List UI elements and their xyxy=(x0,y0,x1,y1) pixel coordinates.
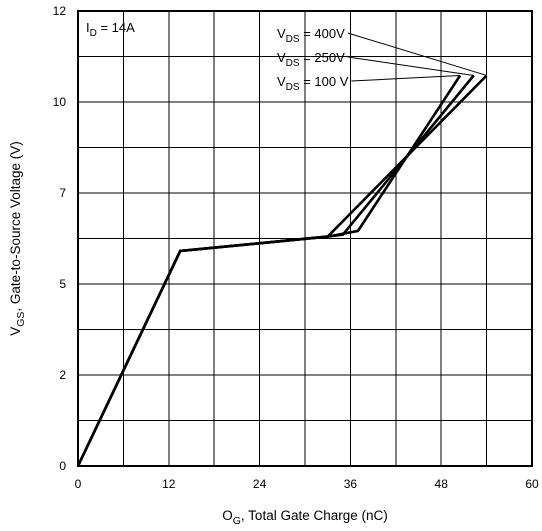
legend-entry-100v: VDS = 100 V xyxy=(277,74,349,93)
series-line-1 xyxy=(76,74,475,467)
y-tick-label: 2 xyxy=(59,368,66,382)
legend: VDS = 400V VDS = 250V VDS = 100 V xyxy=(277,26,349,93)
series-layer xyxy=(76,74,488,467)
x-tick-label: 36 xyxy=(344,477,358,491)
y-tick-label: 10 xyxy=(53,95,67,109)
x-tick-label: 60 xyxy=(525,477,539,491)
legend-leader-line xyxy=(347,56,474,76)
legend-entry-250v: VDS = 250V xyxy=(277,50,345,69)
x-tick-label: 48 xyxy=(435,477,449,491)
grid-lines xyxy=(78,11,532,466)
y-tick-label: 0 xyxy=(59,459,66,473)
y-tick-labels: 0 2 5 7 10 12 xyxy=(53,4,67,473)
legend-leader-lines xyxy=(347,32,487,82)
y-tick-label: 12 xyxy=(53,4,67,18)
legend-leader-line xyxy=(351,74,461,82)
x-tick-label: 24 xyxy=(253,477,267,491)
y-tick-label: 5 xyxy=(59,277,66,291)
x-tick-labels: 0 12 24 36 48 60 xyxy=(75,477,539,491)
series-line-2 xyxy=(76,74,462,467)
legend-leader-line xyxy=(347,32,487,76)
plot-frame xyxy=(77,10,533,467)
x-axis-label: OG, Total Gate Charge (nC) xyxy=(222,508,388,527)
legend-entry-400v: VDS = 400V xyxy=(277,26,345,45)
x-tick-label: 12 xyxy=(162,477,176,491)
y-tick-label: 7 xyxy=(59,186,66,200)
drain-current-annotation: ID = 14A xyxy=(86,20,135,39)
x-tick-label: 0 xyxy=(75,477,82,491)
y-axis-label: VGS, Gate-to-Source Voltage (V) xyxy=(8,141,27,336)
